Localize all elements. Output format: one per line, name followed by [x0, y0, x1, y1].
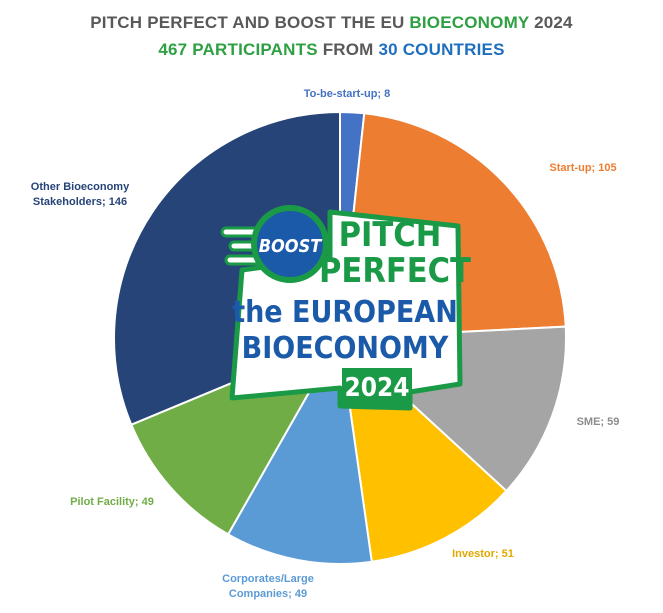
data-label-other-bioeconomy-stakeholders: Other Bioeconomy Stakeholders; 146 [31, 181, 130, 208]
data-label-to-be-start-up: To-be-start-up; 8 [304, 88, 391, 100]
logo-bioeconomy: BIOECONOMY [242, 331, 449, 366]
logo-perfect: PERFECT [319, 251, 471, 291]
data-label-line: Start-up; 105 [549, 162, 616, 174]
boost-text: BOOST [259, 236, 324, 257]
data-label-line: Stakeholders; 146 [33, 196, 127, 208]
chart-subtitle: 467 PARTICIPANTS FROM 30 COUNTRIES [0, 40, 663, 60]
subtitle-countries: 30 COUNTRIES [378, 40, 505, 59]
pie-slice-corporates-large-companies [226, 334, 373, 565]
title-part-3: 2024 [529, 13, 573, 32]
year-box [342, 368, 412, 406]
logo-year: 2024 [344, 373, 409, 403]
title-part-1: PITCH PERFECT AND BOOST THE EU [90, 13, 410, 32]
data-label-line: Corporates/Large [222, 573, 314, 585]
data-label-investor: Investor; 51 [452, 548, 514, 560]
data-label-start-up: Start-up; 105 [549, 162, 616, 174]
chart-title: PITCH PERFECT AND BOOST THE EU BIOECONOM… [0, 13, 663, 33]
boost-badge [251, 205, 329, 283]
title-part-2: BIOECONOMY [409, 13, 530, 32]
data-label-sme: SME; 59 [577, 416, 620, 428]
logo-pitch: PITCH [339, 215, 442, 255]
subtitle-from: FROM [317, 40, 379, 59]
data-label-line: Pilot Facility; 49 [70, 496, 154, 508]
data-label-line: To-be-start-up; 8 [304, 88, 391, 100]
data-label-line: Companies; 49 [229, 588, 307, 600]
logo-the-european: the EUROPEAN [232, 295, 458, 330]
subtitle-participants: 467 PARTICIPANTS [158, 40, 318, 59]
data-label-corporates-large-companies: Corporates/Large Companies; 49 [222, 573, 314, 600]
data-label-line: SME; 59 [577, 416, 620, 428]
data-label-pilot-facility: Pilot Facility; 49 [70, 496, 154, 508]
data-label-line: Investor; 51 [452, 548, 514, 560]
pitch-perfect-logo: BOOST PITCH PERFECT the EUROPEAN BIOECON… [220, 205, 471, 411]
data-label-line: Other Bioeconomy [31, 181, 130, 193]
pie-labels: To-be-start-up; 8 Start-up; 105 SME; 59 Inv… [31, 88, 620, 600]
